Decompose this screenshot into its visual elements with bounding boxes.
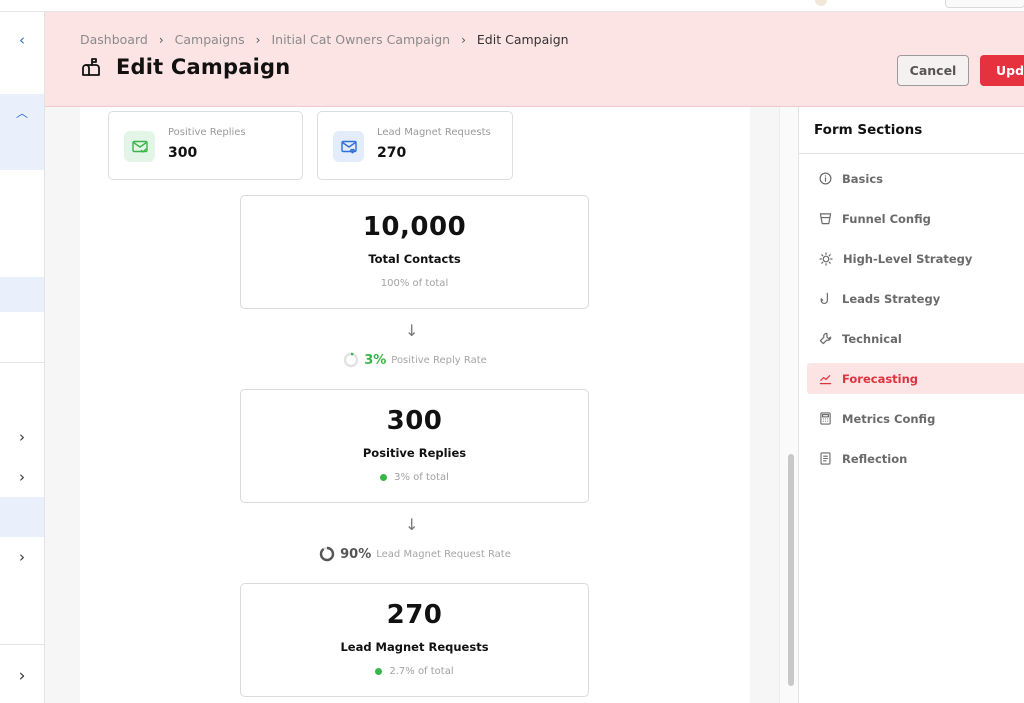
- stat-label: Lead Magnet Requests: [377, 127, 491, 138]
- divider: [799, 153, 1024, 154]
- chevron-up-icon: ︿: [15, 106, 28, 120]
- section-technical[interactable]: Technical: [807, 323, 1024, 354]
- funnel-label: Total Contacts: [368, 252, 461, 266]
- section-label: High-Level Strategy: [843, 251, 973, 266]
- document-icon: [820, 452, 831, 465]
- rate-value: 90%: [340, 546, 372, 562]
- cancel-button[interactable]: Cancel: [897, 55, 969, 86]
- section-label: Basics: [842, 171, 883, 186]
- lightbulb-icon: [819, 251, 833, 266]
- rate-value: 3%: [364, 352, 387, 368]
- funnel-card-positive-replies: 300 Positive Replies 3% of total: [240, 389, 589, 503]
- funnel-percent-text: 100% of total: [380, 278, 449, 289]
- breadcrumb-campaigns[interactable]: Campaigns: [174, 32, 245, 47]
- divider: [0, 644, 44, 645]
- sidebar-expand-item[interactable]: ›: [0, 426, 44, 448]
- wrench-icon: [819, 332, 832, 345]
- funnel-label: Positive Replies: [362, 446, 467, 460]
- chevron-left-icon: ‹: [19, 31, 25, 49]
- stat-card-positive-replies: Positive Replies 300: [108, 111, 303, 180]
- chevron-right-icon: ›: [461, 32, 466, 47]
- chevron-right-icon: ›: [158, 32, 164, 47]
- avatar[interactable]: [815, 0, 827, 6]
- chevron-right-icon: ›: [19, 548, 25, 566]
- calculator-icon: [820, 412, 831, 425]
- status-dot: [375, 668, 383, 675]
- sidebar-expand-item[interactable]: ›: [0, 466, 44, 488]
- update-button[interactable]: Upda: [980, 55, 1024, 86]
- section-funnel-config[interactable]: Funnel Config: [807, 203, 1024, 234]
- stat-label: Positive Replies: [168, 127, 246, 138]
- funnel-value: 300: [386, 406, 443, 436]
- divider: [0, 362, 44, 363]
- rate-lead-magnet: 90% Lead Magnet Request Rate: [80, 546, 750, 562]
- rate-label: Positive Reply Rate: [391, 354, 487, 366]
- funnel-value: 10,000: [362, 212, 467, 242]
- funnel-percent: 100% of total: [241, 278, 588, 289]
- breadcrumb-current: Edit Campaign: [476, 32, 569, 47]
- funnel-label: Lead Magnet Requests: [340, 640, 489, 654]
- scrollbar[interactable]: [779, 107, 798, 703]
- status-dot: [380, 474, 388, 481]
- funnel-percent: 3% of total: [241, 472, 588, 483]
- section-forecasting[interactable]: Forecasting: [807, 363, 1024, 394]
- section-label: Funnel Config: [842, 211, 931, 226]
- sidebar-expand-item[interactable]: ›: [0, 546, 44, 568]
- breadcrumb: Dashboard › Campaigns › Initial Cat Owne…: [80, 32, 569, 47]
- chart-line-icon: [819, 375, 832, 385]
- funnel-value: 270: [386, 600, 443, 630]
- fishhook-icon: [820, 292, 828, 304]
- stat-value: 300: [168, 145, 198, 161]
- chevron-right-icon: ›: [19, 468, 25, 486]
- stat-card-lead-magnet-requests: Lead Magnet Requests 270: [317, 111, 513, 180]
- sidebar-item-active[interactable]: [0, 277, 44, 312]
- stat-value: 270: [377, 145, 407, 161]
- rate-positive-reply: 3% Positive Reply Rate: [80, 352, 750, 368]
- section-label: Metrics Config: [842, 411, 936, 426]
- title-row: Edit Campaign: [80, 55, 290, 79]
- left-sidebar: ‹ ︿ › › › ›: [0, 12, 45, 703]
- top-button[interactable]: [945, 0, 1024, 8]
- progress-ring-icon: [319, 546, 335, 562]
- funnel-percent-text: 2.7% of total: [389, 666, 454, 677]
- form-sections-panel: Form Sections Basics Funnel Config High-…: [798, 107, 1024, 703]
- section-high-level-strategy[interactable]: High-Level Strategy: [807, 243, 1024, 274]
- chevron-right-icon: ›: [19, 428, 25, 446]
- funnel-icon: [819, 213, 832, 225]
- breadcrumb-campaign[interactable]: Initial Cat Owners Campaign: [271, 32, 451, 47]
- page-title: Edit Campaign: [116, 55, 291, 79]
- progress-ring-icon: [343, 352, 359, 368]
- collapse-sidebar-button[interactable]: ‹: [0, 28, 44, 52]
- expand-sidebar-button[interactable]: ›: [0, 664, 44, 688]
- page-header: Dashboard › Campaigns › Initial Cat Owne…: [45, 12, 1024, 107]
- section-reflection[interactable]: Reflection: [807, 443, 1024, 474]
- top-toolbar-strip: [0, 0, 1024, 12]
- funnel-percent-text: 3% of total: [394, 472, 449, 483]
- section-label: Technical: [842, 331, 902, 346]
- arrow-down-icon: ↓: [405, 321, 419, 340]
- sidebar-group-expanded[interactable]: ︿: [0, 94, 44, 170]
- funnel-percent: 2.7% of total: [241, 666, 588, 677]
- panel-title: Form Sections: [814, 122, 923, 138]
- breadcrumb-dashboard[interactable]: Dashboard: [80, 32, 148, 47]
- chevron-right-icon: ›: [255, 32, 261, 47]
- info-icon: [819, 172, 832, 185]
- mail-heart-icon: [333, 131, 364, 162]
- forecasting-panel: Positive Replies 300 Lead Magnet Request…: [80, 107, 750, 703]
- section-leads-strategy[interactable]: Leads Strategy: [807, 283, 1024, 314]
- section-label: Leads Strategy: [842, 291, 941, 306]
- funnel-card-lead-magnet-requests: 270 Lead Magnet Requests 2.7% of total: [240, 583, 589, 697]
- section-label: Reflection: [842, 451, 908, 466]
- section-metrics-config[interactable]: Metrics Config: [807, 403, 1024, 434]
- funnel-card-total-contacts: 10,000 Total Contacts 100% of total: [240, 195, 589, 309]
- chevron-right-icon: ›: [18, 666, 26, 686]
- scrollbar-thumb[interactable]: [788, 454, 794, 686]
- sidebar-item-highlight[interactable]: [0, 497, 44, 537]
- mailbox-icon: [82, 58, 100, 76]
- section-basics[interactable]: Basics: [807, 163, 1024, 194]
- rate-label: Lead Magnet Request Rate: [376, 548, 511, 560]
- arrow-down-icon: ↓: [405, 515, 419, 534]
- section-label: Forecasting: [842, 371, 919, 386]
- mail-check-icon: [124, 131, 155, 162]
